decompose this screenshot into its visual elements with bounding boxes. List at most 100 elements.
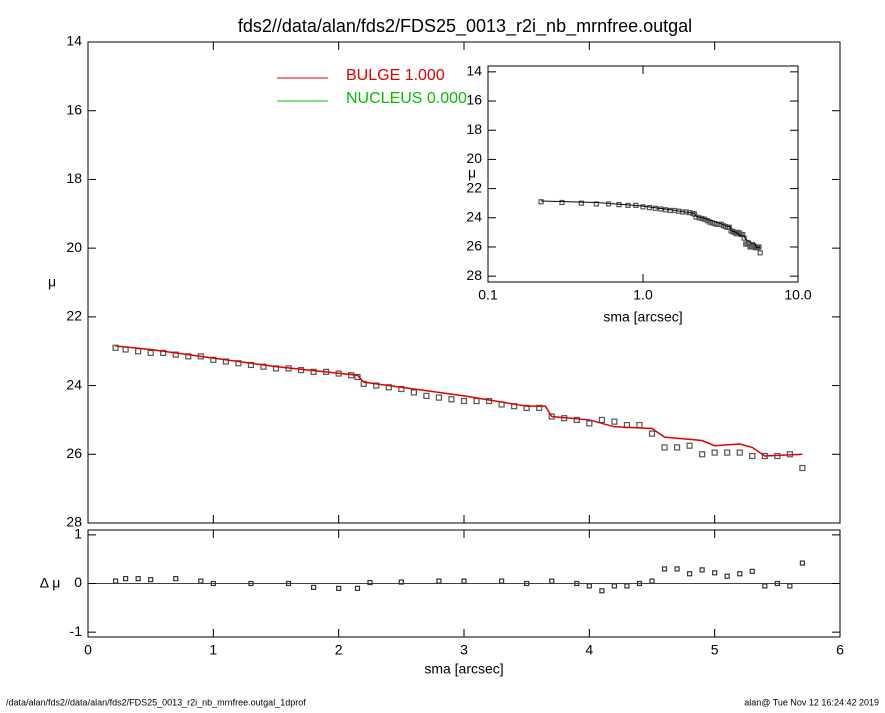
residual-point xyxy=(799,560,806,566)
inset-point xyxy=(593,201,599,207)
y-tick-label: 28 xyxy=(66,514,82,530)
data-point xyxy=(160,349,167,357)
residual-point xyxy=(712,570,718,576)
y-tick-label: 26 xyxy=(66,445,82,461)
data-point xyxy=(435,394,443,401)
inset-frame xyxy=(487,65,799,283)
x-axis-label: sma [arcsec] xyxy=(603,309,682,325)
y-tick-label: 1 xyxy=(74,526,82,542)
data-point xyxy=(210,356,217,363)
chart-title: fds2//data/alan/fds2/FDS25_0013_r2i_nb_m… xyxy=(238,16,692,37)
inset-point xyxy=(755,245,761,251)
residual-point xyxy=(112,578,119,584)
data-point xyxy=(799,464,806,472)
residual-point xyxy=(624,583,630,589)
x-axis-label: sma [arcsec] xyxy=(424,661,503,677)
residual-point xyxy=(367,579,373,586)
data-point xyxy=(235,360,242,367)
y-tick-label: 22 xyxy=(66,308,82,324)
footer-left: /data/alan/fds2//data/alan/fds2/FDS25_00… xyxy=(6,697,306,707)
x-tick-label: 0 xyxy=(84,642,92,658)
residual-point xyxy=(787,583,793,589)
data-point xyxy=(473,397,480,405)
data-point xyxy=(711,449,718,456)
residual-point xyxy=(737,571,743,577)
x-tick-label: 1 xyxy=(209,642,217,658)
data-point xyxy=(724,449,731,456)
y-axis-label: μ xyxy=(48,274,56,290)
data-point xyxy=(272,365,280,372)
data-point xyxy=(147,349,154,357)
residual-point xyxy=(586,583,592,589)
y-tick-label: 28 xyxy=(466,267,482,283)
inset-point xyxy=(578,200,584,206)
y-tick-label: 16 xyxy=(466,92,482,108)
data-point xyxy=(172,351,179,358)
inset-point xyxy=(559,199,565,206)
data-point xyxy=(222,358,229,365)
data-point xyxy=(112,344,119,351)
residual-point xyxy=(661,566,668,572)
inset-point xyxy=(538,199,544,205)
data-point xyxy=(523,404,530,412)
residual-point xyxy=(336,585,342,591)
y-axis-label: μ xyxy=(468,165,476,181)
data-point xyxy=(385,384,392,391)
y-tick-label: 14 xyxy=(466,63,482,79)
residual-point xyxy=(148,577,154,583)
x-tick-label: 4 xyxy=(585,642,593,658)
residual-point xyxy=(686,571,693,577)
y-tick-label: 24 xyxy=(66,376,82,392)
data-point xyxy=(460,397,468,405)
residual-point xyxy=(135,576,141,582)
data-point xyxy=(636,421,643,429)
data-point xyxy=(448,396,455,403)
y-tick-label: 26 xyxy=(466,238,482,254)
inset-point xyxy=(640,204,646,210)
residual-point xyxy=(210,580,216,587)
data-point xyxy=(686,442,693,449)
y-tick-label: 22 xyxy=(466,179,482,195)
data-point xyxy=(661,444,668,451)
residual-point xyxy=(248,580,254,587)
y-tick-label: 18 xyxy=(66,170,82,186)
data-point xyxy=(423,392,430,399)
residual-point xyxy=(699,567,705,573)
data-point xyxy=(536,404,543,412)
residual-point xyxy=(499,578,505,584)
x-tick-label: 6 xyxy=(836,642,844,658)
data-point xyxy=(410,389,417,396)
data-point xyxy=(586,420,593,427)
data-point xyxy=(598,416,605,424)
data-point xyxy=(373,382,380,389)
x-tick-label: 10.0 xyxy=(784,287,811,303)
inset-point xyxy=(757,250,763,256)
y-tick-label: 0 xyxy=(74,574,82,590)
data-point xyxy=(185,353,192,360)
residual-point xyxy=(398,579,404,585)
residual-point xyxy=(285,580,292,587)
residual-point xyxy=(749,568,755,574)
data-point xyxy=(673,444,681,451)
residual-point xyxy=(461,578,467,584)
data-point xyxy=(611,418,618,425)
model-line xyxy=(115,345,803,457)
data-point xyxy=(260,363,267,370)
residual-point xyxy=(549,578,555,584)
residual-point xyxy=(122,576,129,582)
footer-right: alan@ Tue Nov 12 16:24:42 2019 xyxy=(744,697,879,707)
data-point xyxy=(135,348,142,355)
y-tick-label: 20 xyxy=(466,150,482,166)
residual-point xyxy=(436,578,442,584)
legend-label: NUCLEUS 0.000 xyxy=(346,90,467,107)
legend-label: BULGE 1.000 xyxy=(346,67,445,84)
residual-point xyxy=(724,573,730,579)
data-point xyxy=(573,416,580,424)
residual-point xyxy=(762,583,768,589)
residual-point xyxy=(173,576,179,582)
residual-point xyxy=(354,585,361,591)
residual-point xyxy=(524,580,530,587)
residual-point xyxy=(611,583,618,589)
y-tick-label: 18 xyxy=(466,121,482,137)
